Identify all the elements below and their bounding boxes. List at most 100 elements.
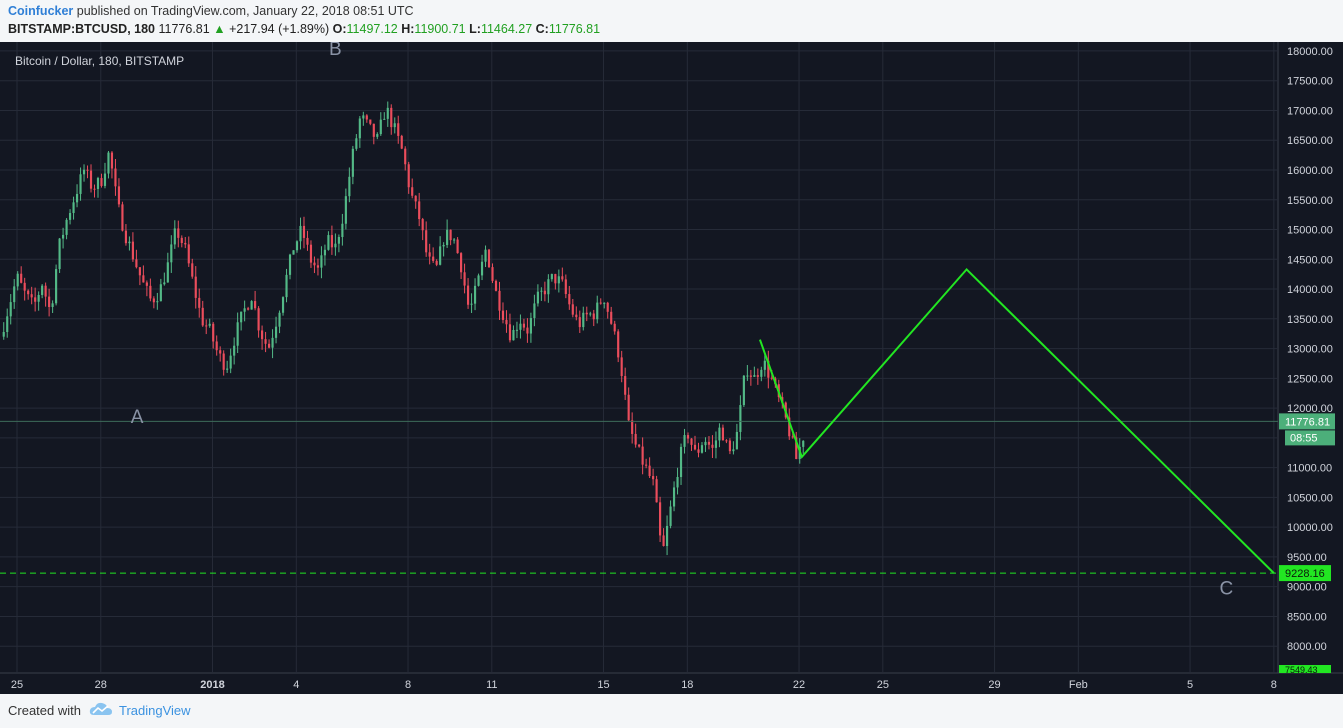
candle-body [48,296,51,308]
candle-body [767,360,770,378]
candle-body [138,267,141,276]
candle-body [292,250,295,255]
candle-body [487,249,491,268]
candle-body [205,325,208,327]
candle-body [309,244,313,263]
candle-body [107,152,110,174]
candle-body [432,256,435,261]
candle-body [721,427,725,441]
candle-body [631,420,634,434]
candle-body [6,316,9,333]
high-label: H: [401,22,415,36]
candle-body [460,253,463,273]
wave-label: C [1220,578,1234,599]
x-tick-label: 25 [11,679,23,691]
candle-body [372,123,375,137]
candle-body [617,331,620,358]
y-tick-label: 15000.00 [1287,225,1333,237]
candle-body [693,444,697,450]
candle-body [802,440,805,447]
x-tick-label: 25 [877,679,889,691]
candle-body [697,449,700,453]
candle-body [690,438,693,445]
candle-body [163,282,166,285]
candle-body [676,477,679,488]
candle-body [257,308,260,331]
candle-body [194,276,197,298]
publish-text: published on TradingView.com, January 22… [73,4,414,18]
y-tick-label: 10000.00 [1287,522,1333,534]
candle-body [330,235,333,248]
candle-body [383,118,386,120]
candle-body [589,313,592,315]
candle-body [439,246,442,265]
tradingview-cloud-icon[interactable] [89,702,113,719]
candle-body [795,437,798,460]
candle-body [550,274,553,280]
candle-body [585,312,588,315]
y-tick-label: 13000.00 [1287,344,1333,356]
candle-body [494,280,498,291]
candle-body [184,242,187,245]
last-price-tag [1279,413,1335,430]
y-tick-label: 17000.00 [1287,105,1333,117]
candle-body [582,312,585,328]
candle-body [75,193,79,203]
close-value: 11776.81 [548,22,601,36]
x-tick-label: 8 [1271,679,1277,691]
candle-body [746,375,749,377]
candle-body [603,302,606,304]
candle-body [575,314,578,318]
candle-body [135,259,138,268]
candle-body [652,476,655,480]
candle-body [72,202,75,214]
candle-body [561,276,564,280]
candle-body [142,275,145,283]
candle-body [2,332,5,337]
candle-body [393,123,396,128]
candle-body [711,444,714,448]
y-tick-label: 8500.00 [1287,611,1327,623]
y-tick-label: 9500.00 [1287,552,1327,564]
wave-label: B [329,42,342,60]
price-axis-background[interactable] [1278,42,1343,694]
candle-body [390,107,393,128]
candle-body [55,269,58,304]
candle-body [791,436,794,438]
candle-body [763,360,766,370]
candle-body [337,237,340,244]
candle-body [316,265,320,268]
candle-body [505,319,508,325]
x-tick-label: 15 [597,679,609,691]
candle-body [68,213,72,220]
candle-body [379,119,382,135]
candle-body [679,446,683,478]
candle-body [121,204,124,231]
candle-body [86,169,89,171]
candle-body [369,119,372,124]
price-chart[interactable]: A B C 8000.00 8500.00 9000.00 9500.00 10000.00… [0,42,1343,694]
candle-body [620,357,623,377]
candle-body [159,284,162,302]
candle-body [222,353,225,370]
candle-body [355,138,358,149]
candle-body [247,308,250,310]
candle-body [177,228,180,238]
candle-body [449,229,452,241]
candle-body [274,326,278,338]
candle-body [686,435,690,439]
candle-body [512,329,515,341]
tradingview-link[interactable]: TradingView [118,703,191,718]
author-link[interactable]: Coinfucker [8,4,74,18]
candle-body [313,262,316,266]
candle-body [707,441,711,445]
open-value: 11497.12 [346,22,398,36]
candle-body [93,188,96,190]
last-price-tag-text: 11776.81 [1285,416,1330,428]
bottom-tag-text: 7549.43 [1285,665,1318,675]
candle-body [732,449,735,452]
candle-body [704,441,707,446]
candle-body [288,254,292,275]
candle-body [261,330,264,340]
candle-body [788,417,791,437]
